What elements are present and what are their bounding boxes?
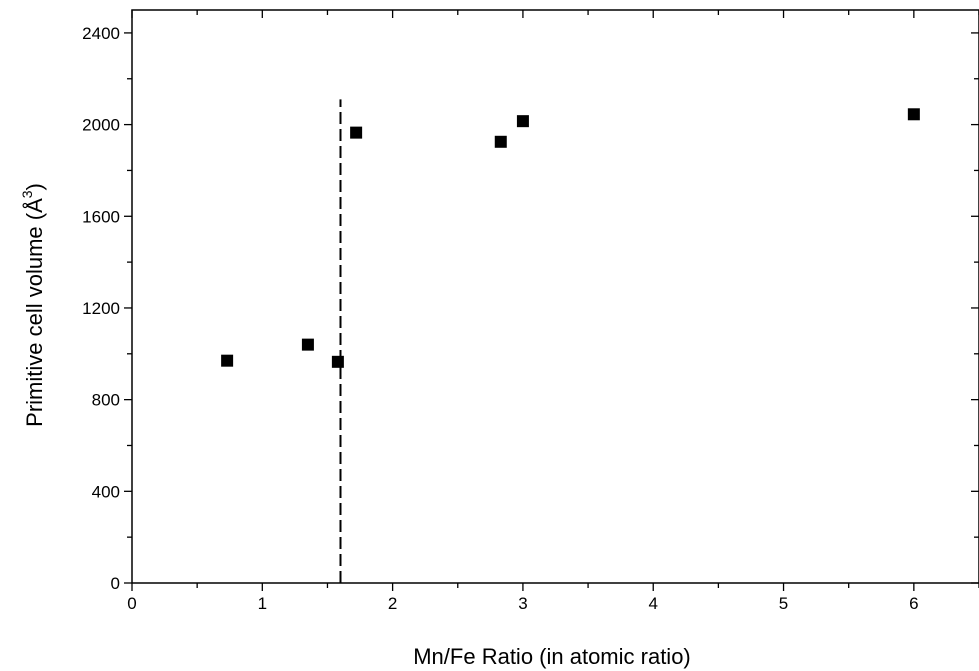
y-tick-label: 1200 (82, 299, 120, 318)
data-point (494, 135, 507, 148)
x-tick-label: 5 (779, 594, 788, 613)
data-point (516, 115, 529, 128)
x-tick-label: 4 (648, 594, 657, 613)
x-axis-title: Mn/Fe Ratio (in atomic ratio) (413, 644, 691, 669)
data-point (331, 355, 344, 368)
data-point (221, 354, 234, 367)
y-tick-label: 2400 (82, 24, 120, 43)
y-axis-title: Primitive cell volume (Å3) (19, 183, 47, 427)
x-tick-label: 6 (909, 594, 918, 613)
plot-frame (131, 9, 979, 584)
y-tick-label: 400 (92, 482, 120, 501)
x-tick-label: 3 (518, 594, 527, 613)
data-point (907, 108, 920, 121)
y-tick-label: 800 (92, 391, 120, 410)
x-tick-label: 0 (127, 594, 136, 613)
x-tick-label: 1 (258, 594, 267, 613)
y-tick-label: 1600 (82, 207, 120, 226)
data-point (301, 338, 314, 351)
y-tick-label: 2000 (82, 116, 120, 135)
y-tick-label: 0 (111, 574, 120, 593)
data-point (350, 126, 363, 139)
x-tick-label: 2 (388, 594, 397, 613)
